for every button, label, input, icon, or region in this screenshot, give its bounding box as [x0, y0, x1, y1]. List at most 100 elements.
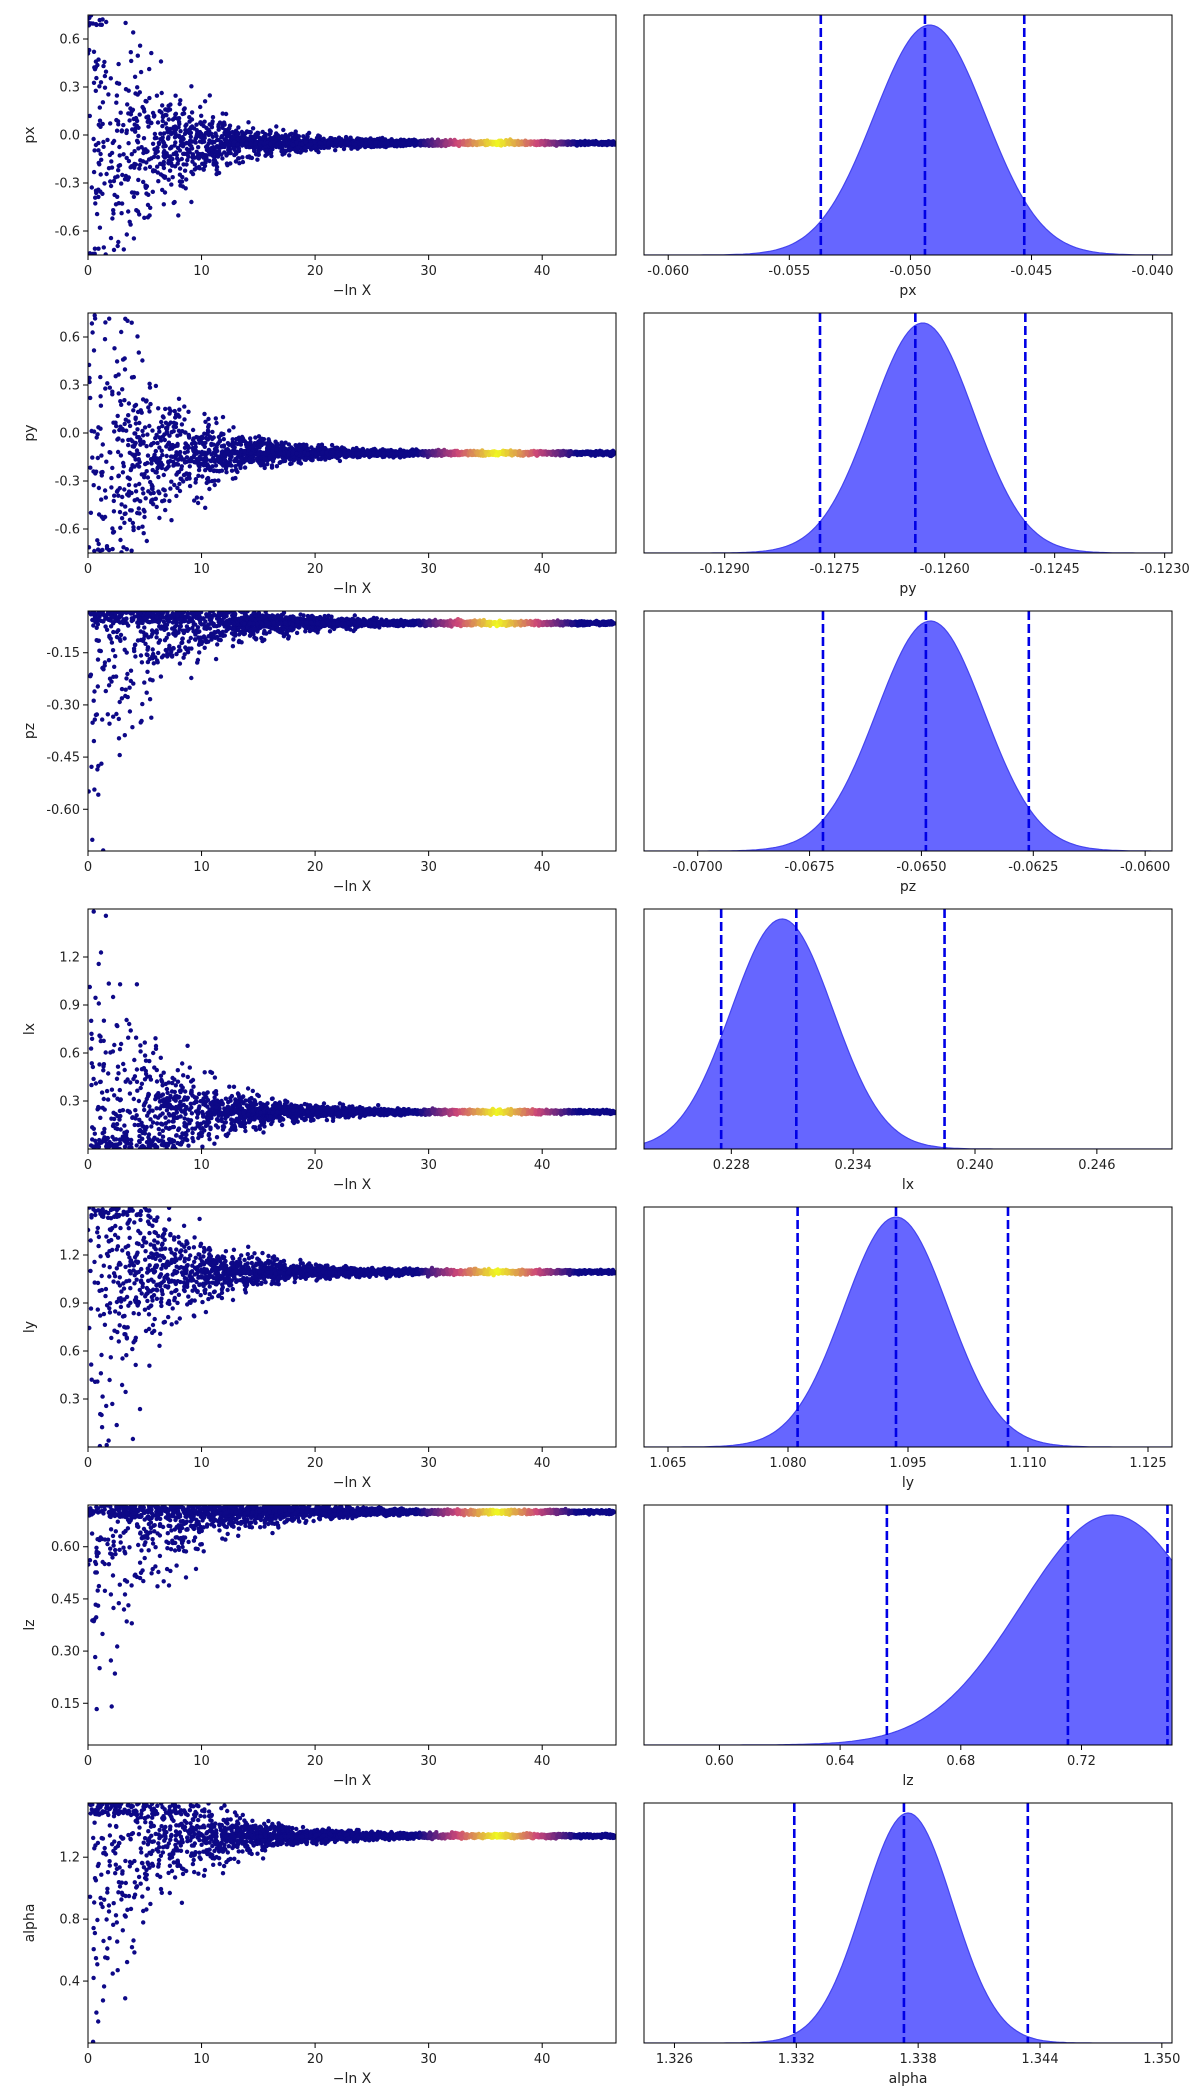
trace-point: [329, 442, 335, 448]
trace-point: [136, 133, 141, 139]
trace-point: [401, 141, 406, 146]
trace-point: [97, 84, 102, 89]
trace-point: [485, 141, 491, 147]
trace-point: [88, 47, 92, 53]
trace-point: [104, 459, 109, 464]
trace-point: [93, 59, 99, 64]
trace-point: [224, 161, 230, 166]
trace-point: [570, 139, 575, 144]
trace-point: [141, 179, 146, 185]
trace-point: [103, 252, 108, 255]
trace-point: [95, 455, 101, 461]
trace-point: [396, 140, 401, 145]
trace-point: [203, 505, 208, 510]
trace-point: [163, 121, 168, 126]
trace-point: [162, 437, 167, 443]
trace-point: [202, 119, 207, 124]
trace-point: [302, 145, 308, 150]
trace-point: [161, 140, 166, 145]
trace-point: [204, 156, 209, 161]
trace-point: [98, 374, 103, 380]
trace-point: [127, 450, 132, 455]
trace-point: [115, 413, 120, 419]
trace-point: [194, 122, 199, 127]
trace-point: [506, 140, 511, 145]
trace-point: [147, 381, 152, 386]
trace-point: [134, 448, 140, 453]
trace-point: [143, 183, 148, 188]
trace-point: [112, 429, 117, 434]
trace-point: [117, 144, 122, 150]
trace-point: [281, 140, 286, 145]
trace-point: [114, 128, 120, 133]
trace-point: [129, 320, 134, 325]
trace-point: [148, 479, 153, 485]
trace-point: [169, 518, 174, 523]
trace-point: [173, 412, 179, 417]
trace-point: [106, 92, 111, 97]
trace-point: [193, 136, 198, 141]
trace-point: [293, 129, 298, 134]
trace-point: [103, 69, 109, 74]
trace-point: [91, 49, 97, 54]
trace-point: [242, 465, 248, 470]
trace-point: [253, 152, 259, 157]
trace-point: [155, 149, 160, 154]
trace-point: [129, 108, 134, 114]
trace-point: [88, 375, 92, 381]
trace-point: [202, 99, 208, 104]
trace-point: [135, 427, 140, 432]
trace-point: [115, 174, 120, 179]
trace-point: [247, 154, 252, 159]
trace-point: [207, 138, 212, 143]
trace-point: [539, 140, 544, 145]
trace-point: [546, 141, 552, 147]
trace-point: [452, 137, 457, 143]
trace-point: [110, 546, 115, 552]
trace-point: [316, 149, 321, 155]
trace-point: [137, 481, 142, 487]
trace-point: [137, 162, 143, 168]
trace-point: [114, 359, 120, 364]
trace-point: [147, 66, 152, 72]
trace-point: [173, 93, 178, 98]
trace-point: [89, 321, 95, 326]
trace-point: [91, 483, 96, 488]
trace-point: [158, 137, 163, 142]
trace-point: [182, 404, 187, 409]
trace-point: [115, 194, 120, 199]
trace-point: [91, 348, 97, 353]
trace-point: [286, 442, 292, 447]
trace-point: [138, 408, 143, 413]
trace-point: [184, 177, 189, 182]
trace-point: [174, 493, 179, 499]
trace-point: [175, 470, 180, 475]
trace-point: [234, 132, 239, 138]
trace-point: [166, 135, 171, 140]
x-tick-label: 20: [307, 264, 324, 279]
trace-point: [123, 87, 129, 92]
trace-point: [161, 144, 166, 149]
trace-point: [114, 93, 120, 98]
trace-point: [99, 157, 104, 162]
trace-point: [239, 456, 244, 462]
trace-point: [97, 118, 103, 123]
trace-point: [110, 140, 116, 146]
trace-point: [147, 213, 152, 218]
trace-point: [239, 142, 244, 147]
trace-point: [101, 139, 106, 145]
trace-point: [233, 464, 238, 469]
trace-point: [132, 74, 138, 80]
trace-point: [196, 145, 201, 150]
trace-point: [122, 520, 127, 525]
trace-point: [108, 179, 113, 184]
trace-point: [478, 141, 483, 146]
trace-point: [238, 442, 244, 447]
trace-point: [96, 512, 102, 517]
trace-point: [161, 131, 167, 136]
trace-point: [188, 134, 193, 139]
trace-point: [203, 435, 208, 441]
posterior-x-label: px: [899, 283, 916, 299]
trace-point: [209, 147, 214, 152]
